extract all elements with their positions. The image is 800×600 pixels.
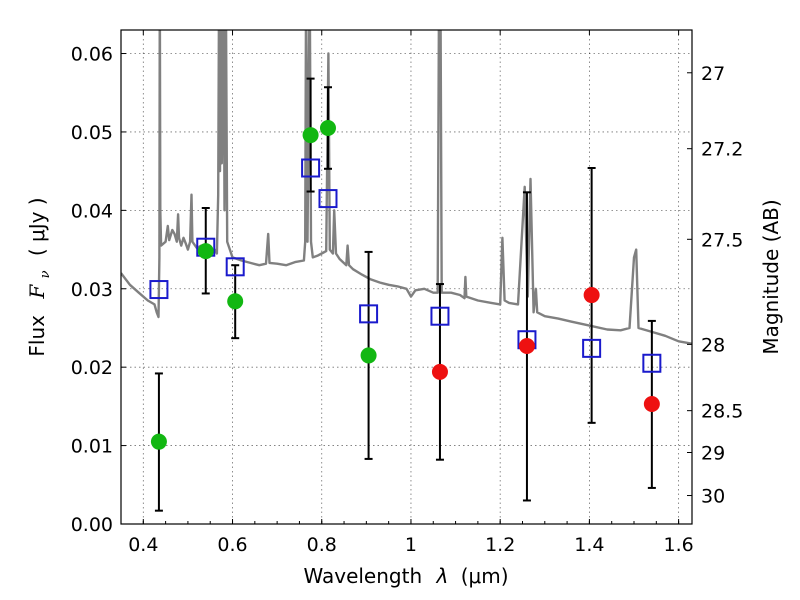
observed-point-detection	[150, 433, 167, 450]
observed-point-detection	[227, 293, 244, 310]
y-tick-label: 0.06	[71, 44, 113, 66]
x-tick-label: 0.6	[217, 534, 247, 556]
model-point	[359, 304, 379, 324]
model-point	[301, 158, 321, 178]
y2-tick-label: 27.2	[701, 139, 743, 161]
observed-layer	[150, 120, 660, 450]
observed-point-detection	[197, 243, 214, 260]
model-point	[225, 257, 245, 277]
model-point	[149, 280, 169, 300]
observed-point-upper-limit	[431, 363, 448, 380]
observed-point-upper-limit	[643, 396, 660, 413]
x-tick-label: 1.6	[664, 534, 694, 556]
y2-tick-label: 29	[701, 442, 725, 464]
plot-frame	[120, 29, 693, 525]
y-tick-label: 0.05	[71, 122, 113, 144]
observed-point-upper-limit	[583, 287, 600, 304]
y-tick-label: 0.02	[71, 357, 113, 379]
observed-point-upper-limit	[518, 338, 535, 355]
model-point	[318, 189, 338, 209]
y-tick-label: 0.01	[71, 436, 113, 458]
x-tick-label: 1.4	[574, 534, 604, 556]
y2-tick-label: 27.5	[701, 229, 743, 251]
sed-layer	[121, 30, 692, 345]
x-tick-label: 0.4	[128, 534, 158, 556]
y2-tick-label: 28.5	[701, 401, 743, 423]
x-tick-label: 0.8	[307, 534, 337, 556]
y2-axis-title: Magnitude (AB)	[759, 199, 783, 354]
model-point	[582, 338, 602, 358]
y-axis-title: Flux F ν ( μJy )	[25, 197, 54, 356]
observed-point-detection	[360, 347, 377, 364]
y2-tick-label: 28	[701, 334, 725, 356]
x-axis-title: Wavelength λ (μm)	[303, 564, 508, 588]
ticks: 0.4 0.6 0.8 1 1.2 1.4 1.6 0.00 0.01 0.02 0.03 0.04 0…	[71, 30, 743, 556]
observed-point-detection	[319, 120, 336, 137]
y-tick-label: 0.04	[71, 200, 113, 222]
observed-point-detection	[302, 127, 319, 144]
y-tick-label: 0.03	[71, 279, 113, 301]
y2-tick-label: 30	[701, 486, 725, 508]
y2-tick-label: 27	[701, 63, 725, 85]
y-tick-label: 0.00	[71, 514, 113, 536]
sed-template-line	[121, 30, 692, 345]
model-layer	[149, 158, 662, 373]
x-tick-label: 1.2	[485, 534, 515, 556]
x-tick-label: 1	[405, 534, 417, 556]
model-point	[642, 353, 662, 373]
model-point	[430, 306, 450, 326]
